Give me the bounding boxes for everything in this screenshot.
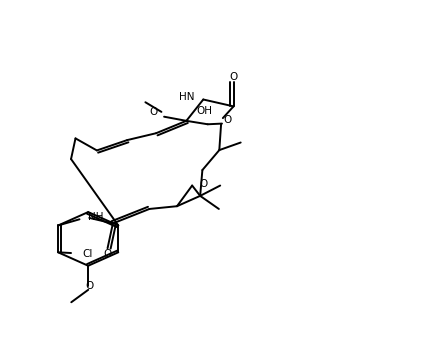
Text: NH: NH: [87, 212, 103, 222]
Text: Cl: Cl: [82, 249, 93, 259]
Text: O: O: [103, 249, 111, 259]
Text: O: O: [199, 179, 207, 189]
Text: O: O: [149, 107, 157, 117]
Text: OH: OH: [196, 106, 212, 116]
Text: O: O: [223, 115, 232, 125]
Text: O: O: [229, 72, 238, 82]
Text: HN: HN: [179, 92, 194, 102]
Text: O: O: [85, 281, 93, 291]
